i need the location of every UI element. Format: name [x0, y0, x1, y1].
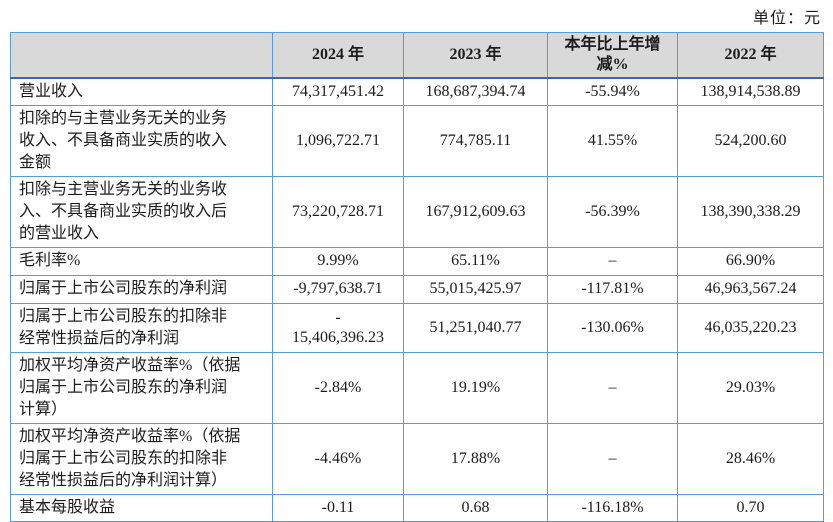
financial-summary-table: 2024 年 2023 年本年比上年增 减% 2022 年 营业收入 74,317,4…	[10, 32, 824, 522]
table-row: 归属于上市公司股东的净利润 -9,797,638.71 55,015,425.97-…	[10, 274, 824, 304]
table-body: 营业收入 74,317,451.42 168,687,394.74 -55.94% 13…	[10, 77, 824, 522]
corner-header-cell	[10, 32, 273, 79]
row-label: 营业收入	[10, 77, 273, 106]
table-cell: 9.99%	[272, 246, 404, 276]
table-cell: –	[547, 246, 678, 276]
table-row: 扣除与主营业务无关的业务收 入、不具备商业实质的收入后 的营业收入 73,220,…	[10, 175, 824, 248]
table-cell: 55,015,425.97	[403, 274, 548, 304]
table-cell: 66.90%	[677, 246, 824, 276]
table-cell: 168,687,394.74	[403, 77, 548, 106]
table-cell: 46,035,220.23	[677, 302, 824, 353]
table-cell: –	[547, 422, 678, 495]
table-cell: - 15,406,396.23	[272, 302, 404, 353]
row-label: 毛利率%	[10, 246, 273, 276]
table-row: 营业收入 74,317,451.42 168,687,394.74 -55.94% 13…	[10, 77, 824, 106]
table-cell: 138,390,338.29	[677, 175, 824, 248]
table-cell: 41.55%	[547, 104, 678, 177]
column-header: 本年比上年增 减%	[547, 32, 678, 79]
table-cell: 51,251,040.77	[403, 302, 548, 353]
table-cell: 167,912,609.63	[403, 175, 548, 248]
table-cell: 0.70	[677, 493, 824, 522]
table-cell: -55.94%	[547, 77, 678, 106]
table-header-row: 2024 年 2023 年本年比上年增 减% 2022 年	[10, 32, 824, 79]
table-cell: 19.19%	[403, 351, 548, 424]
table-cell: 774,785.11	[403, 104, 548, 177]
table-cell: 73,220,728.71	[272, 175, 404, 248]
table-cell: -56.39%	[547, 175, 678, 248]
table-cell: -4.46%	[272, 422, 404, 495]
table-cell: 524,200.60	[677, 104, 824, 177]
row-label: 归属于上市公司股东的净利润	[10, 274, 273, 304]
table-cell: 17.88%	[403, 422, 548, 495]
table-cell: –	[547, 351, 678, 424]
table-cell: -130.06%	[547, 302, 678, 353]
table-cell: 65.11%	[403, 246, 548, 276]
table-row: 加权平均净资产收益率%（依据 归属于上市公司股东的净利润 计算） -2.84% 19…	[10, 351, 824, 424]
table-row: 扣除的与主营业务无关的业务 收入、不具备商业实质的收入 金额 1,096,722.…	[10, 104, 824, 177]
table-cell: 1,096,722.71	[272, 104, 404, 177]
table-cell: -0.11	[272, 493, 404, 522]
table-cell: 74,317,451.42	[272, 77, 404, 106]
table-row: 归属于上市公司股东的扣除非 经常性损益后的净利润 - 15,406,396.23 5…	[10, 302, 824, 353]
table-cell: 46,963,567.24	[677, 274, 824, 304]
column-header: 2024 年	[272, 32, 404, 79]
row-label: 扣除与主营业务无关的业务收 入、不具备商业实质的收入后 的营业收入	[10, 175, 273, 248]
row-label: 基本每股收益	[10, 493, 273, 522]
table-cell: -116.18%	[547, 493, 678, 522]
column-header: 2023 年	[403, 32, 548, 79]
table-cell: -117.81%	[547, 274, 678, 304]
table-cell: -9,797,638.71	[272, 274, 404, 304]
row-label: 加权平均净资产收益率%（依据 归属于上市公司股东的净利润 计算）	[10, 351, 273, 424]
table-cell: 0.68	[403, 493, 548, 522]
table-row: 基本每股收益 -0.11 0.68 -116.18% 0.70	[10, 493, 824, 522]
table-cell: 28.46%	[677, 422, 824, 495]
row-label: 归属于上市公司股东的扣除非 经常性损益后的净利润	[10, 302, 273, 353]
row-label: 扣除的与主营业务无关的业务 收入、不具备商业实质的收入 金额	[10, 104, 273, 177]
table-cell: -2.84%	[272, 351, 404, 424]
table-row: 加权平均净资产收益率%（依据 归属于上市公司股东的扣除非 经常性损益后的净利润计…	[10, 422, 824, 495]
table-cell: 138,914,538.89	[677, 77, 824, 106]
unit-label: 单位：元	[752, 10, 821, 27]
row-label: 加权平均净资产收益率%（依据 归属于上市公司股东的扣除非 经常性损益后的净利润计…	[10, 422, 273, 495]
table-row: 毛利率% 9.99% 65.11% –66.90%	[10, 246, 824, 276]
column-header: 2022 年	[677, 32, 824, 79]
table-cell: 29.03%	[677, 351, 824, 424]
